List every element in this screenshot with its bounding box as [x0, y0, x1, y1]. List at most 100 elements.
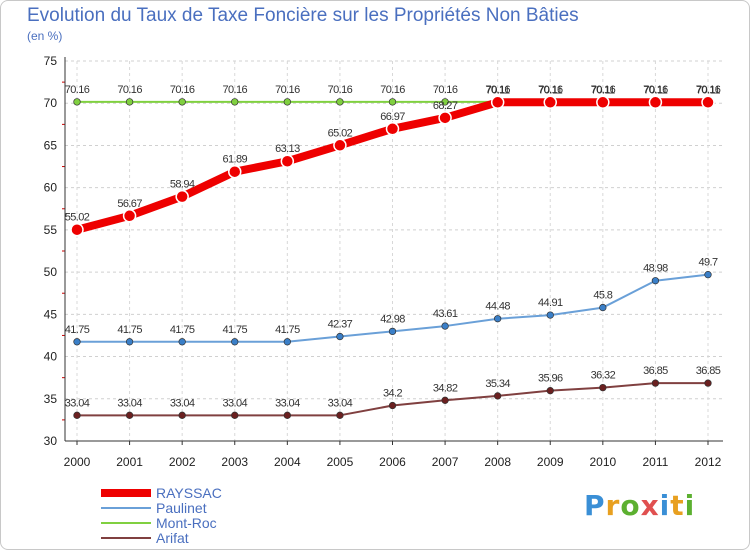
data-label: 41.75	[275, 324, 300, 336]
data-point	[596, 95, 610, 110]
data-point	[441, 98, 449, 106]
data-label: 70.11	[696, 84, 720, 96]
data-point	[125, 338, 134, 346]
data-label: 41.75	[65, 324, 90, 336]
data-label: 33.04	[328, 397, 353, 409]
data-point	[546, 387, 554, 395]
x-tick-label: 2012	[695, 455, 722, 469]
x-tick-label: 2004	[274, 455, 301, 469]
logo-letter: P	[584, 489, 606, 522]
data-label: 70.11	[591, 84, 615, 96]
data-point	[125, 98, 134, 106]
data-label: 70.16	[538, 84, 563, 96]
data-point	[441, 322, 449, 330]
data-label: 56.67	[117, 198, 142, 210]
data-label: 70.11	[486, 84, 510, 96]
y-tick-label: 70	[44, 96, 58, 110]
data-label: 70.16	[275, 84, 300, 96]
series-arifat	[73, 379, 712, 419]
data-label: 33.04	[65, 397, 90, 409]
y-tick-label: 50	[44, 265, 58, 279]
data-label: 35.96	[538, 373, 563, 385]
data-label: 36.85	[643, 365, 668, 377]
data-label: 33.04	[170, 397, 195, 409]
logo-letter: r	[605, 489, 621, 522]
x-tick-label: 2008	[484, 455, 511, 469]
x-tick-label: 2000	[64, 455, 91, 469]
data-point	[494, 392, 502, 400]
data-label: 70.16	[696, 84, 721, 96]
data-label: 34.82	[433, 382, 458, 394]
data-point	[70, 222, 84, 237]
data-point	[228, 164, 242, 179]
y-tick-label: 35	[44, 392, 58, 406]
x-tick-label: 2011	[643, 455, 669, 469]
chart-subtitle: (en %)	[27, 29, 63, 43]
data-point	[651, 277, 660, 285]
data-point	[231, 411, 239, 419]
data-point	[441, 396, 449, 404]
x-tick-label: 2007	[432, 455, 459, 469]
legend-label-mont-roc: Mont-Roc	[156, 515, 217, 531]
data-point	[122, 209, 137, 223]
logo-letter: t	[670, 489, 685, 522]
legend-label-rayssac: RAYSSAC	[156, 485, 222, 501]
y-tick-label: 60	[44, 181, 58, 195]
data-label: 43.61	[433, 308, 458, 320]
x-tick-label: 2009	[537, 455, 564, 469]
data-label: 66.97	[380, 111, 405, 123]
data-point	[546, 311, 554, 319]
data-label: 58.94	[170, 179, 195, 191]
axis-layer: 30 35 40 45 50 55 60 65 70 75 2000 2001 2002 2003 2004…	[44, 54, 723, 469]
logo-letter: o	[620, 489, 641, 522]
data-point	[599, 383, 607, 392]
data-point	[336, 332, 344, 341]
data-label: 70.16	[433, 84, 458, 96]
grid-layer	[65, 60, 723, 442]
data-point	[73, 411, 81, 419]
data-label: 35.34	[485, 378, 510, 390]
data-point	[385, 122, 400, 136]
data-label: 70.16	[380, 84, 405, 96]
data-point	[651, 379, 660, 387]
series-rayssac	[70, 95, 715, 237]
data-point	[336, 98, 344, 106]
data-label: 61.89	[222, 154, 247, 166]
data-point	[388, 327, 397, 336]
y-tick-label: 40	[44, 350, 58, 364]
y-tick-label: 65	[44, 138, 58, 152]
x-tick-label: 2001	[116, 455, 143, 469]
data-point	[490, 95, 505, 110]
data-point	[231, 338, 239, 346]
data-label: 70.16	[485, 84, 510, 96]
data-label: 34.2	[383, 388, 402, 400]
data-label: 70.11	[538, 84, 562, 96]
data-label: 48.98	[643, 263, 668, 275]
data-point	[333, 138, 347, 153]
data-label: 70.16	[591, 84, 616, 96]
data-label: 45.8	[593, 290, 612, 302]
x-tick-label: 2005	[327, 455, 354, 469]
y-tick-label: 45	[44, 307, 58, 321]
data-point	[701, 95, 715, 110]
data-point	[543, 95, 557, 110]
data-label: 44.48	[485, 301, 510, 313]
data-point	[388, 401, 397, 410]
data-point	[175, 189, 189, 204]
data-label: 33.04	[275, 397, 300, 409]
data-point	[178, 338, 186, 346]
logo-letter: i	[684, 489, 696, 522]
data-point	[231, 98, 239, 106]
data-point	[438, 111, 452, 125]
data-point	[73, 338, 81, 346]
data-label: 41.75	[117, 324, 142, 336]
data-point	[599, 303, 607, 312]
data-point	[125, 411, 134, 419]
data-label-layer: 70.16 70.16 70.16 70.16 70.16 70.16 70.16 70.16…	[65, 84, 722, 409]
data-label: 41.75	[170, 324, 195, 336]
data-point	[178, 411, 186, 419]
data-label: 33.04	[117, 397, 142, 409]
data-point	[73, 98, 81, 106]
x-tick-label: 2002	[169, 455, 196, 469]
